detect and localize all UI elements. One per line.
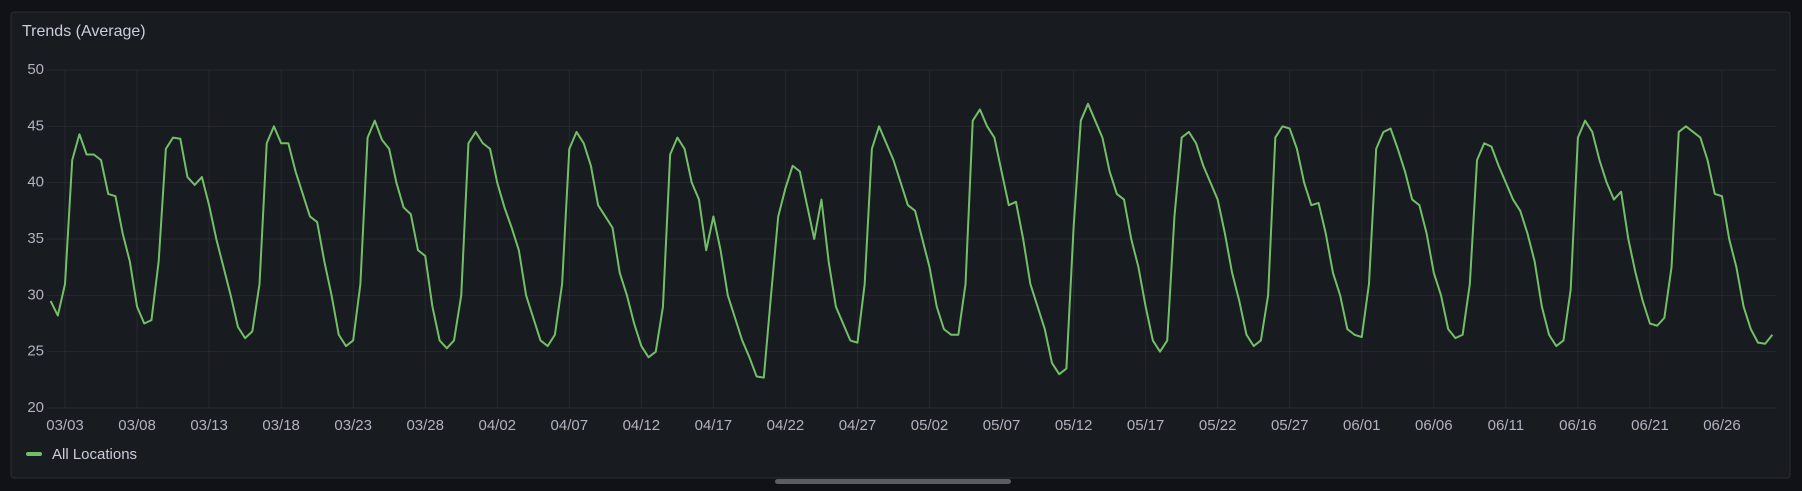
scrollbar[interactable] <box>775 479 1011 484</box>
x-tick-label: 03/13 <box>190 417 228 434</box>
x-tick-label: 04/02 <box>478 417 516 434</box>
y-tick-label: 45 <box>27 117 44 134</box>
x-tick-label: 03/28 <box>406 417 444 434</box>
x-tick-label: 03/18 <box>262 417 300 434</box>
x-tick-label: 06/21 <box>1631 417 1669 434</box>
x-tick-label: 05/27 <box>1271 417 1309 434</box>
x-tick-label: 06/06 <box>1415 417 1453 434</box>
x-tick-label: 04/27 <box>839 417 877 434</box>
series-line <box>49 102 1774 379</box>
x-tick-label: 05/22 <box>1199 417 1237 434</box>
x-tick-label: 05/12 <box>1055 417 1093 434</box>
x-tick-label: 05/17 <box>1127 417 1165 434</box>
x-tick-label: 06/26 <box>1703 417 1741 434</box>
x-tick-label: 04/22 <box>767 417 805 434</box>
x-tick-label: 05/07 <box>983 417 1021 434</box>
y-tick-label: 35 <box>27 230 44 247</box>
x-tick-label: 03/08 <box>118 417 156 434</box>
x-tick-label: 03/03 <box>46 417 84 434</box>
y-tick-label: 40 <box>27 174 44 191</box>
y-tick-label: 25 <box>27 343 44 360</box>
y-tick-label: 50 <box>27 61 44 78</box>
x-tick-label: 04/07 <box>551 417 589 434</box>
x-tick-label: 04/12 <box>623 417 661 434</box>
x-tick-label: 06/11 <box>1488 417 1524 434</box>
x-tick-label: 05/02 <box>911 417 949 434</box>
panel-title[interactable]: Trends (Average) <box>22 23 146 40</box>
x-tick-label: 06/16 <box>1559 417 1597 434</box>
y-tick-label: 20 <box>27 399 44 416</box>
panel-frame <box>10 11 1791 479</box>
y-tick-label: 30 <box>27 286 44 303</box>
legend-swatch[interactable] <box>26 452 42 456</box>
legend-label[interactable]: All Locations <box>52 446 137 463</box>
x-tick-label: 04/17 <box>695 417 733 434</box>
x-tick-label: 06/01 <box>1343 417 1381 434</box>
x-tick-label: 03/23 <box>334 417 372 434</box>
